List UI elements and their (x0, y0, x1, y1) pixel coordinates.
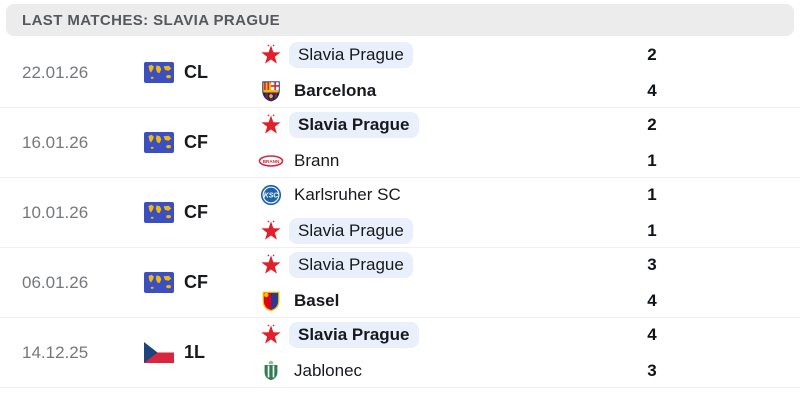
match-row[interactable]: 10.01.26 CF Karlsruher SC 1 Slavia Pragu… (0, 178, 800, 248)
slavia-prague-logo (258, 324, 284, 346)
team-row-away: Barcelona 4 (258, 77, 800, 105)
match-row[interactable]: 22.01.26 CL Slavia Prague 2 Barcelona 4 (0, 38, 800, 108)
team-row-home: Karlsruher SC 1 (258, 181, 800, 209)
jablonec-logo (258, 360, 284, 382)
team-name: Slavia Prague (289, 217, 413, 244)
team-score: 1 (647, 184, 657, 204)
competition-cell: CL (126, 62, 238, 83)
team-score: 4 (647, 290, 657, 310)
match-row[interactable]: 14.12.25 1L Slavia Prague 4 Jablonec 3 (0, 318, 800, 388)
team-score: 4 (647, 324, 657, 344)
team-name: Slavia Prague (289, 251, 413, 278)
team-score: 1 (647, 150, 657, 170)
team-row-home: Slavia Prague 2 (258, 111, 800, 139)
team-name: Basel (294, 290, 340, 310)
team-name: Jablonec (294, 360, 363, 380)
match-date: 06.01.26 (22, 272, 89, 292)
team-row-away: Brann 1 (258, 147, 800, 175)
team-score: 4 (647, 80, 657, 100)
competition-label: CL (184, 62, 208, 82)
match-date: 16.01.26 (22, 132, 89, 152)
team-row-away: Jablonec 3 (258, 357, 800, 385)
world-map-icon (144, 272, 174, 293)
match-date: 22.01.26 (22, 62, 89, 82)
team-name: Barcelona (294, 80, 377, 100)
competition-cell: CF (126, 202, 238, 223)
slavia-prague-logo (258, 114, 284, 136)
world-map-icon (144, 132, 174, 153)
team-row-away: Slavia Prague 1 (258, 217, 800, 245)
competition-label: CF (184, 132, 208, 152)
match-row[interactable]: 16.01.26 CF Slavia Prague 2 Brann 1 (0, 108, 800, 178)
basel-logo (258, 290, 284, 312)
team-name: Slavia Prague (289, 321, 419, 348)
slavia-prague-logo (258, 220, 284, 242)
brann-logo (258, 155, 284, 167)
competition-label: CF (184, 272, 208, 292)
team-row-home: Slavia Prague 4 (258, 321, 800, 349)
karlsruher-sc-logo (258, 184, 284, 206)
team-score: 3 (647, 254, 657, 274)
team-row-home: Slavia Prague 3 (258, 251, 800, 279)
teams-cell: Slavia Prague 2 Barcelona 4 (238, 41, 800, 105)
team-score: 2 (647, 44, 657, 64)
team-name: Slavia Prague (289, 41, 413, 68)
world-map-icon (144, 202, 174, 223)
team-score: 2 (647, 114, 657, 134)
teams-cell: Slavia Prague 3 Basel 4 (238, 251, 800, 315)
team-name: Brann (294, 150, 340, 170)
competition-cell: CF (126, 272, 238, 293)
czech-flag-icon (144, 342, 174, 363)
team-row-away: Basel 4 (258, 287, 800, 315)
widget-header: LAST MATCHES: SLAVIA PRAGUE (6, 4, 794, 36)
teams-cell: Slavia Prague 2 Brann 1 (238, 111, 800, 175)
competition-label: CF (184, 202, 208, 222)
teams-cell: Slavia Prague 4 Jablonec 3 (238, 321, 800, 385)
competition-label: 1L (184, 342, 206, 362)
team-name: Karlsruher SC (294, 184, 401, 204)
last-matches-widget: LAST MATCHES: SLAVIA PRAGUE 22.01.26 CL … (0, 4, 800, 404)
competition-cell: 1L (126, 342, 238, 363)
teams-cell: Karlsruher SC 1 Slavia Prague 1 (238, 181, 800, 245)
team-score: 1 (647, 220, 657, 240)
widget-title: LAST MATCHES: SLAVIA PRAGUE (22, 11, 281, 29)
slavia-prague-logo (258, 44, 284, 66)
match-date: 14.12.25 (22, 342, 89, 362)
barcelona-logo (258, 80, 284, 102)
match-row[interactable]: 06.01.26 CF Slavia Prague 3 Basel 4 (0, 248, 800, 318)
slavia-prague-logo (258, 254, 284, 276)
team-row-home: Slavia Prague 2 (258, 41, 800, 69)
team-name: Slavia Prague (289, 111, 419, 138)
match-date: 10.01.26 (22, 202, 89, 222)
world-map-icon (144, 62, 174, 83)
competition-cell: CF (126, 132, 238, 153)
team-score: 3 (647, 360, 657, 380)
